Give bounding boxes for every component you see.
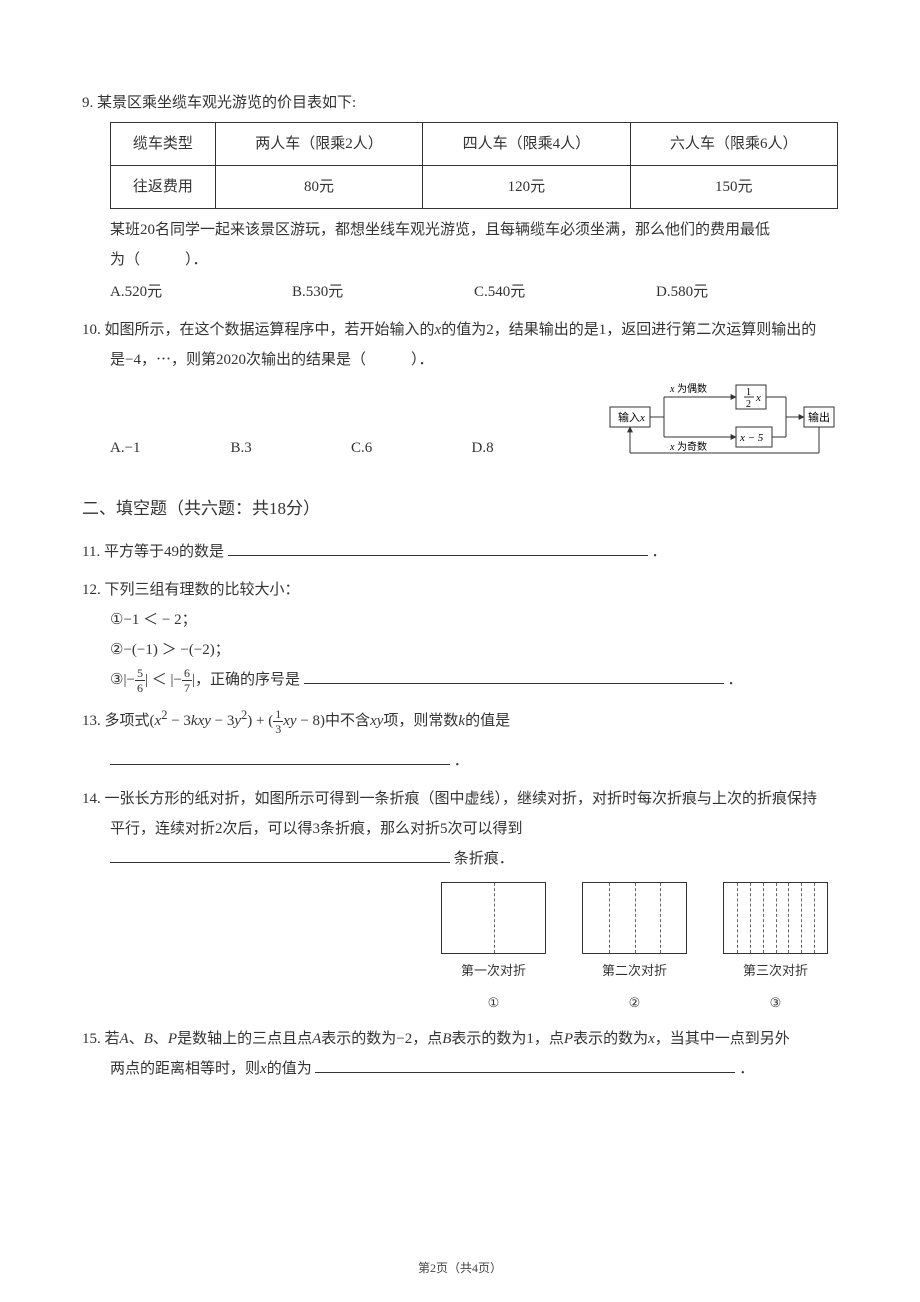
q9-number: 9. bbox=[82, 88, 93, 118]
flow-bottom-op: x − 5 bbox=[739, 432, 764, 444]
q11-number: 11. bbox=[82, 537, 100, 567]
fold-caption: 第二次对折 bbox=[582, 958, 687, 984]
question-10: 10. 如图所示，在这个数据运算程序中，若开始输入的 x 的值为2，结果输出的是1，… bbox=[82, 315, 838, 470]
q15-line2a: 两点的距离相等时，则 bbox=[110, 1061, 260, 1077]
q12-item2: ②−(−1) ＞ −(−2)； bbox=[82, 635, 838, 665]
price-header: 两人车（限乘2人） bbox=[215, 123, 422, 166]
flow-odd-label: x 为奇数 bbox=[669, 440, 707, 453]
q12-i3-mid: ＜ bbox=[152, 672, 167, 688]
q10-opt-c: C.6 bbox=[351, 433, 472, 463]
q12-stem: 下列三组有理数的比较大小： bbox=[105, 582, 300, 598]
fill-blank bbox=[304, 669, 724, 684]
table-row: 缆车类型 两人车（限乘2人） 四人车（限乘4人） 六人车（限乘6人） bbox=[111, 123, 838, 166]
q9-opt-c: C.540元 bbox=[474, 277, 656, 307]
fold-figure-1: 第一次对折 ① bbox=[441, 882, 546, 1016]
q11-tail: ． bbox=[651, 544, 666, 560]
q12-number: 12. bbox=[82, 575, 101, 605]
q9-opt-b: B.530元 bbox=[292, 277, 474, 307]
fold-caption: 第一次对折 bbox=[441, 958, 546, 984]
question-14: 14. 一张长方形的纸对折，如图所示可得到一条折痕（图中虚线），继续对折，对折时… bbox=[82, 784, 838, 1016]
table-row: 往返费用 80元 120元 150元 bbox=[111, 166, 838, 209]
q9-options: A.520元 B.530元 C.540元 D.580元 bbox=[82, 277, 838, 307]
price-cell: 80元 bbox=[215, 166, 422, 209]
fill-blank bbox=[228, 541, 648, 556]
q9-table-wrap: 缆车类型 两人车（限乘2人） 四人车（限乘4人） 六人车（限乘6人） 往返费用 … bbox=[82, 122, 838, 209]
q9-opt-d: D.580元 bbox=[656, 277, 838, 307]
fold-box-icon bbox=[723, 882, 828, 954]
question-12: 12. 下列三组有理数的比较大小： ①−1 ＜ − 2； ②−(−1) ＞ −(… bbox=[82, 575, 838, 695]
q9-opt-a: A.520元 bbox=[110, 277, 292, 307]
flowchart-figure-icon: 输入x x 为偶数 1 2 x x 为奇数 x − 5 bbox=[608, 379, 838, 466]
q12-item1: ①−1 ＜ − 2； bbox=[82, 605, 838, 635]
fold-num: ② bbox=[582, 990, 687, 1016]
flow-output-label: 输出 bbox=[808, 410, 830, 424]
price-header: 缆车类型 bbox=[111, 123, 216, 166]
q12-i3-pre: ③ bbox=[110, 672, 123, 688]
q14-line2: 平行，连续对折2次后，可以得3条折痕，那么对折5次可以得到 bbox=[110, 821, 523, 837]
price-cell: 150元 bbox=[630, 166, 837, 209]
q12-i3-rneg: − bbox=[173, 672, 181, 688]
question-15: 15. 若A、B、P是数轴上的三点且点A表示的数为−2，点B表示的数为1，点P表… bbox=[82, 1024, 838, 1084]
q12-i3-lneg: − bbox=[126, 672, 134, 688]
flow-even-label: x 为偶数 bbox=[669, 382, 707, 395]
fold-figure-2: 第二次对折 ② bbox=[582, 882, 687, 1016]
q9-cont1: 某班20名同学一起来该景区游玩，都想坐线车观光游览，且每辆缆车必须坐满，那么他们… bbox=[82, 215, 838, 245]
q15-pre: 若 bbox=[105, 1031, 120, 1047]
price-header: 六人车（限乘6人） bbox=[630, 123, 837, 166]
page-footer: 第2页（共4页） bbox=[0, 1259, 920, 1276]
q13-tail: ． bbox=[454, 753, 469, 769]
flow-top-x: x bbox=[755, 392, 761, 404]
flow-frac-num: 1 bbox=[746, 387, 751, 398]
question-11: 11. 平方等于49的数是 ． bbox=[82, 537, 838, 567]
q10-opt-b: B.3 bbox=[231, 433, 352, 463]
q15-tail: ． bbox=[739, 1061, 754, 1077]
q13-post1: 中不含 bbox=[325, 713, 370, 729]
flow-frac-den: 2 bbox=[746, 399, 751, 410]
price-table: 缆车类型 两人车（限乘2人） 四人车（限乘4人） 六人车（限乘6人） 往返费用 … bbox=[110, 122, 838, 209]
q12-tail: ． bbox=[727, 672, 742, 688]
flow-input-label: 输入x bbox=[618, 410, 645, 424]
q10-stem2: 的值为2，结果输出的是1，返回进行第二次运算则输出的 bbox=[441, 322, 816, 338]
q12-item3: ③|−56| ＜ |−67|，正确的序号是 ． bbox=[82, 665, 838, 695]
q10-number: 10. bbox=[82, 315, 101, 345]
q10-stem1: 如图所示，在这个数据运算程序中，若开始输入的 bbox=[105, 322, 435, 338]
q13-post3: 的值是 bbox=[465, 713, 510, 729]
fold-box-icon bbox=[582, 882, 687, 954]
q13-post2: 项，则常数 bbox=[383, 713, 458, 729]
fold-num: ① bbox=[441, 990, 546, 1016]
q14-number: 14. bbox=[82, 784, 101, 814]
q10-stem3: 是−4，⋯，则第2020次输出的结果是（ ）． bbox=[82, 345, 838, 375]
question-9: 9. 某景区乘坐缆车观光游览的价目表如下: 缆车类型 两人车（限乘2人） 四人车… bbox=[82, 88, 838, 307]
q12-i3-post: ，正确的序号是 bbox=[195, 672, 300, 688]
q11-text: 平方等于49的数是 bbox=[104, 544, 224, 560]
q10-opt-d: D.8 bbox=[472, 433, 593, 463]
fill-blank bbox=[110, 750, 450, 765]
fold-num: ③ bbox=[723, 990, 828, 1016]
q13-number: 13. bbox=[82, 706, 101, 736]
q13-pre: 多项式 bbox=[105, 713, 150, 729]
q15-line2b: 的值为 bbox=[267, 1061, 312, 1077]
fold-caption: 第三次对折 bbox=[723, 958, 828, 984]
q14-line1: 一张长方形的纸对折，如图所示可得到一条折痕（图中虚线），继续对折，对折时每次折痕… bbox=[105, 791, 818, 807]
price-cell: 120元 bbox=[423, 166, 630, 209]
fold-figures: 第一次对折 ① 第二次对折 ② 第三次对折 ③ bbox=[82, 882, 838, 1016]
q15-number: 15. bbox=[82, 1024, 101, 1054]
price-header: 四人车（限乘4人） bbox=[423, 123, 630, 166]
q9-stem: 某景区乘坐缆车观光游览的价目表如下: bbox=[97, 95, 356, 111]
q14-tail: 条折痕． bbox=[454, 851, 514, 867]
q10-opt-a: A.−1 bbox=[110, 433, 231, 463]
question-13: 13. 多项式(x2 − 3kxy − 3y2) + (13xy − 8)中不含… bbox=[82, 703, 838, 776]
q10-options: A.−1 B.3 C.6 D.8 bbox=[82, 433, 592, 463]
fill-blank bbox=[315, 1058, 735, 1073]
price-rowlabel: 往返费用 bbox=[111, 166, 216, 209]
fold-figure-3: 第三次对折 ③ bbox=[723, 882, 828, 1016]
fold-box-icon bbox=[441, 882, 546, 954]
fill-blank bbox=[110, 848, 450, 863]
q9-cont2: 为（ ）． bbox=[82, 245, 838, 275]
section-2-title: 二、填空题（共六题：共18分） bbox=[82, 494, 838, 519]
